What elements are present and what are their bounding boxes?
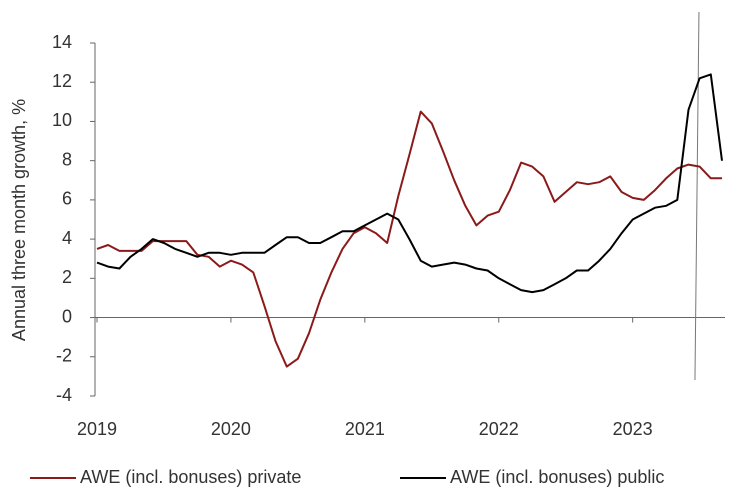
y-tick-label: -2 (56, 346, 72, 366)
y-tick-label: 8 (62, 149, 72, 169)
legend-label: AWE (incl. bonuses) private (80, 467, 301, 487)
y-tick-label: 2 (62, 267, 72, 287)
series-line (96, 73, 723, 294)
x-tick-label: 2021 (345, 419, 385, 439)
y-tick-label: 0 (62, 306, 72, 326)
y-tick-label: 4 (62, 228, 72, 248)
y-axis-title: Annual three month growth, % (9, 99, 29, 341)
y-tick-label: 14 (52, 32, 72, 52)
x-tick-label: 2022 (479, 419, 519, 439)
y-tick-label: 10 (52, 110, 72, 130)
legend-label: AWE (incl. bonuses) public (450, 467, 664, 487)
y-tick-label: 12 (52, 71, 72, 91)
y-tick-label: 6 (62, 189, 72, 209)
x-tick-label: 2020 (211, 419, 251, 439)
y-tick-label: -4 (56, 385, 72, 405)
vertical-marker (694, 11, 700, 381)
x-tick-label: 2019 (77, 419, 117, 439)
x-tick-label: 2023 (613, 419, 653, 439)
